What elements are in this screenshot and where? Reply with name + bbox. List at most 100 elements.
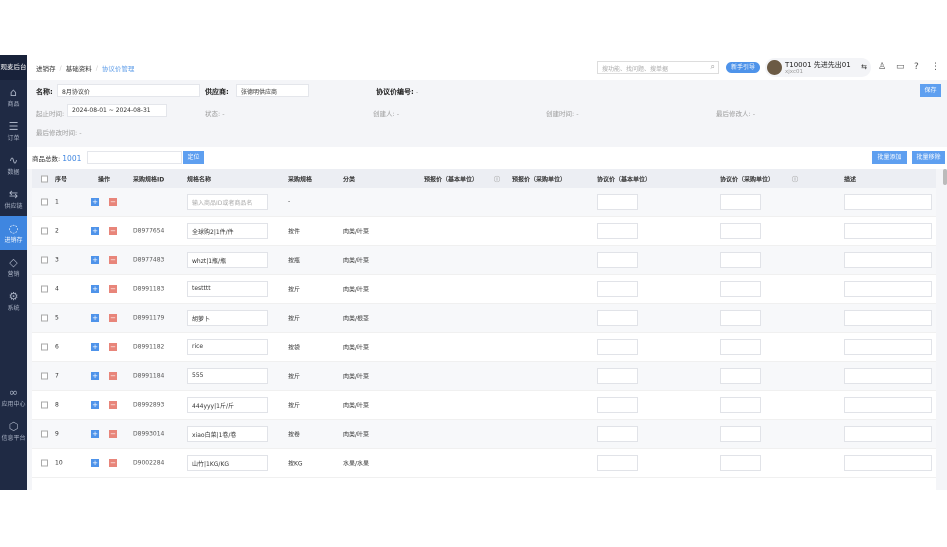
row-checkbox[interactable] — [41, 198, 48, 206]
row-checkbox[interactable] — [41, 459, 48, 467]
period-picker[interactable]: 2024-08-01 ~ 2024-08-31 — [67, 104, 167, 117]
spec-name-input[interactable]: 444yyy|1斤/斤 — [187, 397, 268, 413]
row-checkbox[interactable] — [41, 372, 48, 380]
add-row-icon[interactable]: + — [91, 401, 99, 409]
spec-name-input[interactable]: 山竹|1KG/KG — [187, 455, 268, 471]
remove-row-icon[interactable]: − — [109, 343, 117, 351]
remove-row-icon[interactable]: − — [109, 401, 117, 409]
help-icon[interactable]: ⓘ — [494, 176, 501, 183]
add-row-icon[interactable]: + — [91, 372, 99, 380]
remove-row-icon[interactable]: − — [109, 459, 117, 467]
save-button[interactable]: 保存 — [920, 84, 941, 97]
remove-row-icon[interactable]: − — [109, 430, 117, 438]
add-row-icon[interactable]: + — [91, 227, 99, 235]
description-input[interactable] — [844, 368, 932, 384]
search-input[interactable]: 搜功能、找问题、搜单据 ⌕ — [597, 61, 719, 74]
sidebar-item[interactable]: ◇ 营销 — [0, 250, 27, 284]
locate-button[interactable]: 定位 — [183, 151, 204, 164]
price-purchase-input[interactable] — [720, 455, 761, 471]
breadcrumb-item[interactable]: 进销存 — [36, 64, 56, 73]
price-purchase-input[interactable] — [720, 252, 761, 268]
price-base-input[interactable] — [597, 252, 638, 268]
spec-name-input[interactable]: whzt|1瓶/瓶 — [187, 252, 268, 268]
add-row-icon[interactable]: + — [91, 285, 99, 293]
price-base-input[interactable] — [597, 339, 638, 355]
search-icon[interactable]: ⌕ — [710, 62, 715, 71]
add-row-icon[interactable]: + — [91, 314, 99, 322]
batch-add-button[interactable]: 批量添加 — [872, 151, 907, 164]
description-input[interactable] — [844, 455, 932, 471]
batch-remove-button[interactable]: 批量移除 — [912, 151, 945, 164]
row-checkbox[interactable] — [41, 343, 48, 351]
price-purchase-input[interactable] — [720, 368, 761, 384]
price-purchase-input[interactable] — [720, 397, 761, 413]
description-input[interactable] — [844, 397, 932, 413]
remove-row-icon[interactable]: − — [109, 285, 117, 293]
price-purchase-input[interactable] — [720, 339, 761, 355]
sidebar-item[interactable]: ∞ 应用中心 — [0, 380, 27, 414]
sidebar-item[interactable]: ⚙ 系统 — [0, 284, 27, 318]
row-checkbox[interactable] — [41, 285, 48, 293]
remove-row-icon[interactable]: − — [109, 372, 117, 380]
add-row-icon[interactable]: + — [91, 459, 99, 467]
spec-name-input[interactable]: 全球购2|1件/件 — [187, 223, 268, 239]
row-checkbox[interactable] — [41, 430, 48, 438]
price-base-input[interactable] — [597, 455, 638, 471]
more-icon[interactable]: ⋮ — [931, 62, 940, 72]
row-checkbox[interactable] — [41, 227, 48, 235]
price-base-input[interactable] — [597, 426, 638, 442]
add-row-icon[interactable]: + — [91, 430, 99, 438]
locate-input[interactable] — [87, 151, 182, 164]
price-purchase-input[interactable] — [720, 310, 761, 326]
spec-name-input[interactable]: 输入商品ID或者商品名 — [187, 194, 268, 210]
breadcrumb-item[interactable]: 基础资料 — [65, 64, 92, 73]
sidebar-item[interactable]: ⇆ 供应链 — [0, 182, 27, 216]
sidebar-item[interactable]: ☰ 订单 — [0, 114, 27, 148]
description-input[interactable] — [844, 310, 932, 326]
row-checkbox[interactable] — [41, 314, 48, 322]
price-base-input[interactable] — [597, 368, 638, 384]
spec-name-input[interactable]: 555 — [187, 368, 268, 384]
add-row-icon[interactable]: + — [91, 256, 99, 264]
add-row-icon[interactable]: + — [91, 343, 99, 351]
contacts-icon[interactable]: ♙ — [878, 62, 887, 72]
description-input[interactable] — [844, 194, 932, 210]
help-icon[interactable]: ? — [914, 62, 919, 72]
remove-row-icon[interactable]: − — [109, 227, 117, 235]
description-input[interactable] — [844, 252, 932, 268]
description-input[interactable] — [844, 223, 932, 239]
price-purchase-input[interactable] — [720, 194, 761, 210]
add-row-icon[interactable]: + — [91, 198, 99, 206]
help-icon[interactable]: ⓘ — [792, 176, 799, 183]
spec-name-input[interactable]: xiao白菜|1卷/卷 — [187, 426, 268, 442]
row-checkbox[interactable] — [41, 256, 48, 264]
switch-icon[interactable]: ⇆ — [861, 63, 867, 71]
price-base-input[interactable] — [597, 310, 638, 326]
description-input[interactable] — [844, 426, 932, 442]
scrollbar[interactable] — [943, 169, 947, 185]
price-purchase-input[interactable] — [720, 426, 761, 442]
price-purchase-input[interactable] — [720, 281, 761, 297]
select-all-checkbox[interactable] — [41, 175, 48, 182]
remove-row-icon[interactable]: − — [109, 314, 117, 322]
sidebar-item[interactable]: ⌂ 商品 — [0, 80, 27, 114]
user-menu[interactable]: T10001 先进先出01 xjxc01 ⇆ — [765, 58, 871, 77]
sidebar-item[interactable]: ∿ 数据 — [0, 148, 27, 182]
price-base-input[interactable] — [597, 281, 638, 297]
sidebar-item[interactable]: ⬡ 信息平台 — [0, 414, 27, 448]
remove-row-icon[interactable]: − — [109, 256, 117, 264]
price-purchase-input[interactable] — [720, 223, 761, 239]
price-base-input[interactable] — [597, 194, 638, 210]
supplier-input[interactable]: 张德明供应商 — [236, 84, 309, 97]
price-base-input[interactable] — [597, 397, 638, 413]
message-icon[interactable]: ▭ — [896, 62, 905, 72]
name-input[interactable]: 8月协议价 — [57, 84, 200, 97]
price-base-input[interactable] — [597, 223, 638, 239]
guide-button[interactable]: 新手引导 — [726, 62, 760, 73]
description-input[interactable] — [844, 339, 932, 355]
remove-row-icon[interactable]: − — [109, 198, 117, 206]
spec-name-input[interactable]: 胡萝卜 — [187, 310, 268, 326]
spec-name-input[interactable]: testttt — [187, 281, 268, 297]
spec-name-input[interactable]: rice — [187, 339, 268, 355]
description-input[interactable] — [844, 281, 932, 297]
